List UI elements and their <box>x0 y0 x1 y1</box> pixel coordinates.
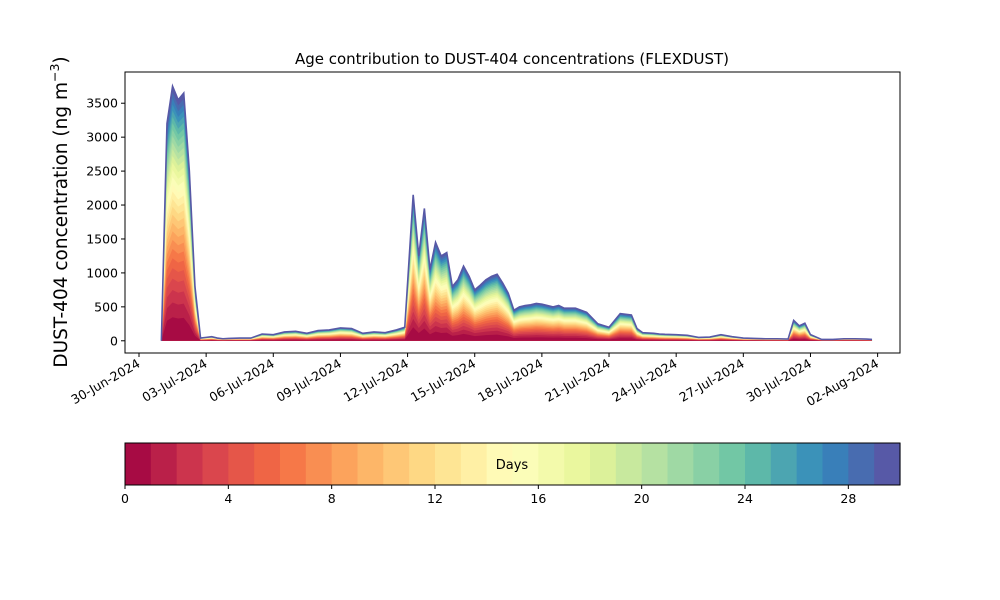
x-tick-label: 09-Jul-2024 <box>274 356 344 405</box>
colorbar-segment <box>590 443 617 485</box>
colorbar-tick-label: 0 <box>121 491 129 506</box>
colorbar-tick-label: 20 <box>634 491 650 506</box>
colorbar-segment <box>435 443 462 485</box>
colorbar-segment <box>357 443 384 485</box>
colorbar-segment <box>719 443 746 485</box>
chart-title: Age contribution to DUST-404 concentrati… <box>295 50 729 68</box>
colorbar <box>125 443 901 485</box>
colorbar-segment <box>693 443 720 485</box>
age-band-26-days <box>161 104 873 341</box>
colorbar-tick-label: 16 <box>530 491 546 506</box>
colorbar-segment <box>874 443 901 485</box>
age-band-25-days <box>161 110 873 341</box>
y-tick-label: 0 <box>110 333 118 348</box>
y-tick-label: 500 <box>94 299 118 314</box>
x-axis: 30-Jun-202403-Jul-202406-Jul-202409-Jul-… <box>68 353 881 409</box>
x-tick-label: 27-Jul-2024 <box>677 356 747 405</box>
colorbar-segment <box>538 443 565 485</box>
colorbar-tick-label: 8 <box>328 491 336 506</box>
y-axis-label-close: ) <box>51 56 72 63</box>
age-band-24-days <box>161 116 873 341</box>
colorbar-segment <box>202 443 229 485</box>
colorbar-segment <box>305 443 333 485</box>
age-band-29-days <box>161 86 873 341</box>
colorbar-segment <box>667 443 694 485</box>
colorbar-segment <box>641 443 669 485</box>
colorbar-segment <box>796 443 824 485</box>
x-tick-label: 30-Jun-2024 <box>68 356 142 407</box>
colorbar-label: Days <box>496 458 529 473</box>
colorbar-segment <box>383 443 410 485</box>
y-tick-label: 3000 <box>86 130 118 145</box>
colorbar-segment <box>150 443 178 485</box>
colorbar-tick-label: 24 <box>737 491 753 506</box>
colorbar-segment <box>331 443 359 485</box>
stacked-area <box>160 83 873 341</box>
x-tick-label: 12-Jul-2024 <box>341 356 411 405</box>
plot-frame <box>124 71 901 354</box>
colorbar-segment <box>564 443 591 485</box>
total-concentration-line <box>160 83 873 341</box>
colorbar-segment <box>460 443 488 485</box>
y-tick-label: 3500 <box>86 96 118 111</box>
y-tick-label: 1500 <box>86 231 118 246</box>
colorbar-segment <box>770 443 798 485</box>
colorbar-ticks: 0 4 8 12 16 20 24 28 <box>121 485 856 506</box>
colorbar-segment <box>848 443 875 485</box>
x-tick-label: 06-Jul-2024 <box>206 356 276 405</box>
x-tick-label: 03-Jul-2024 <box>139 356 209 405</box>
y-axis-label: DUST-404 concentration (ng m−3) <box>47 56 72 367</box>
x-tick-label: 02-Aug-2024 <box>804 356 882 409</box>
colorbar-segment <box>228 443 255 485</box>
colorbar-segment <box>486 443 514 485</box>
colorbar-segment <box>615 443 643 485</box>
colorbar-segment <box>176 443 204 485</box>
y-axis-label-sup: −3 <box>47 64 62 82</box>
x-tick-label: 18-Jul-2024 <box>475 356 545 405</box>
y-tick-label: 1000 <box>86 265 118 280</box>
y-tick-label: 2500 <box>86 164 118 179</box>
x-tick-label: 15-Jul-2024 <box>408 356 478 405</box>
colorbar-segment <box>822 443 849 485</box>
colorbar-segment <box>512 443 539 485</box>
y-tick-label: 2000 <box>86 198 118 213</box>
y-axis: 0 500 1000 1500 2000 2500 3000 3500 <box>86 96 125 348</box>
x-tick-label: 24-Jul-2024 <box>609 356 679 405</box>
colorbar-segment <box>125 443 152 485</box>
colorbar-segment <box>409 443 436 485</box>
colorbar-tick-label: 12 <box>427 491 443 506</box>
colorbar-segment <box>280 443 307 485</box>
colorbar-segment <box>745 443 772 485</box>
colorbar-tick-label: 4 <box>224 491 232 506</box>
colorbar-tick-label: 28 <box>840 491 856 506</box>
x-tick-label: 21-Jul-2024 <box>542 356 612 405</box>
colorbar-segment <box>254 443 281 485</box>
colorbar-frame <box>124 442 901 486</box>
age-band-27-days <box>161 98 873 341</box>
y-axis-label-main: DUST-404 concentration (ng m <box>51 82 72 368</box>
age-band-28-days <box>161 92 873 341</box>
